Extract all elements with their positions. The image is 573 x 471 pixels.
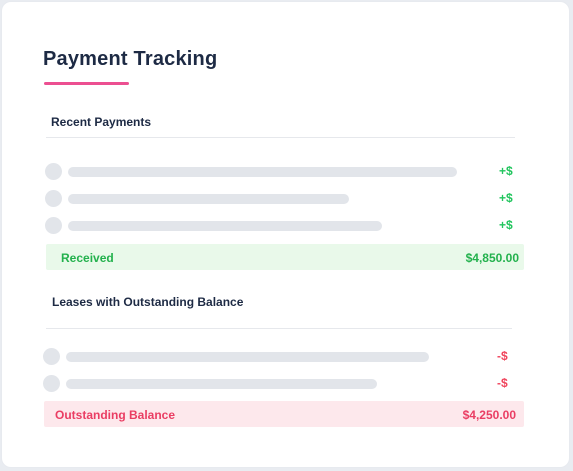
avatar-placeholder bbox=[45, 217, 62, 234]
outstanding-value: $4,250.00 bbox=[462, 408, 516, 422]
text-placeholder bbox=[66, 352, 429, 362]
payment-amount: +$ bbox=[499, 164, 513, 178]
list-item[interactable]: +$ bbox=[45, 217, 515, 234]
avatar-placeholder bbox=[45, 190, 62, 207]
text-placeholder bbox=[68, 221, 382, 231]
received-value: $4,850.00 bbox=[465, 251, 519, 265]
text-placeholder bbox=[68, 167, 457, 177]
list-item[interactable]: -$ bbox=[43, 375, 513, 392]
balance-amount: -$ bbox=[497, 376, 508, 390]
list-item[interactable]: +$ bbox=[45, 163, 515, 180]
text-placeholder bbox=[68, 194, 349, 204]
outstanding-heading: Leases with Outstanding Balance bbox=[52, 295, 244, 309]
recent-payments-divider bbox=[46, 137, 515, 138]
avatar-placeholder bbox=[43, 375, 60, 392]
received-label: Received bbox=[61, 251, 114, 265]
avatar-placeholder bbox=[45, 163, 62, 180]
balance-amount: -$ bbox=[497, 349, 508, 363]
list-item[interactable]: +$ bbox=[45, 190, 515, 207]
page-title: Payment Tracking bbox=[43, 48, 218, 70]
avatar-placeholder bbox=[43, 348, 60, 365]
received-summary: Received $4,850.00 bbox=[46, 244, 524, 270]
payment-amount: +$ bbox=[499, 218, 513, 232]
title-underline bbox=[44, 82, 129, 85]
text-placeholder bbox=[66, 379, 377, 389]
payment-amount: +$ bbox=[499, 191, 513, 205]
outstanding-divider bbox=[46, 328, 512, 329]
outstanding-summary: Outstanding Balance $4,250.00 bbox=[44, 401, 524, 427]
outstanding-label: Outstanding Balance bbox=[55, 408, 176, 422]
list-item[interactable]: -$ bbox=[43, 348, 513, 365]
recent-payments-heading: Recent Payments bbox=[51, 115, 152, 129]
